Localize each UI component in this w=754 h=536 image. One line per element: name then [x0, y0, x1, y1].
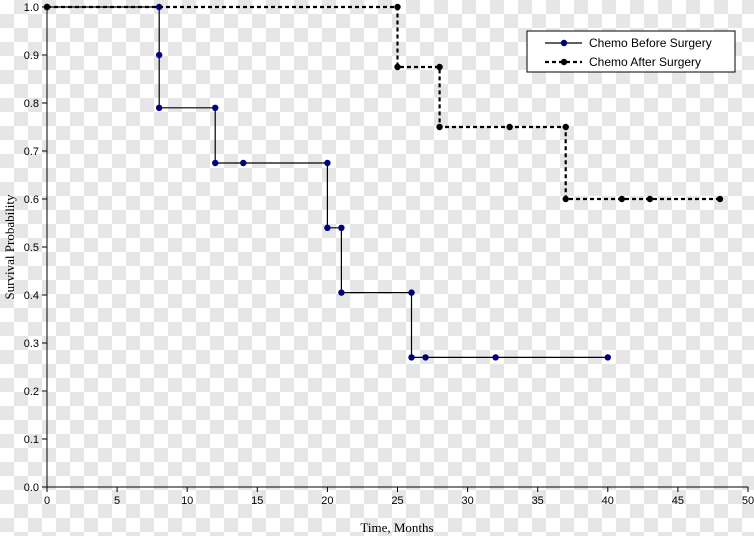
series-0 — [43, 3, 611, 361]
axes — [46, 7, 748, 488]
y-tick-label: 1.0 — [24, 2, 39, 14]
x-tick-label: 50 — [742, 495, 754, 507]
legend-marker-after — [560, 58, 568, 66]
data-point — [506, 123, 513, 131]
data-point — [562, 195, 569, 203]
data-point — [618, 195, 626, 203]
y-tick-label: 0.2 — [24, 386, 39, 398]
legend-box — [526, 30, 736, 73]
data-point — [716, 195, 724, 203]
data-point — [562, 123, 569, 131]
series-1 — [43, 3, 724, 203]
data-point — [394, 3, 401, 11]
x-tick-label: 25 — [391, 495, 403, 507]
data-point — [155, 51, 163, 59]
y-tick-label: 0.3 — [24, 338, 39, 350]
legend-marker-before — [560, 39, 568, 47]
axis-ticks: 0 5 10 15 20 25 30 35 40 45 50 0.0 0.1 0.2 0.3 0.4 0.5 0.… — [24, 2, 754, 507]
data-point — [338, 224, 345, 231]
data-point — [604, 354, 611, 361]
data-point — [408, 289, 415, 296]
data-point — [436, 63, 443, 71]
data-point — [240, 159, 247, 167]
data-point — [324, 224, 331, 231]
x-tick-label: 30 — [461, 495, 473, 507]
y-tick-label: 0.6 — [24, 194, 39, 206]
y-tick-label: 0.1 — [24, 434, 39, 446]
data-point — [646, 195, 654, 203]
x-tick-label: 0 — [44, 495, 50, 507]
data-point — [212, 159, 219, 167]
x-tick-label: 10 — [181, 495, 193, 507]
y-tick-label: 0.7 — [24, 146, 39, 158]
x-tick-label: 40 — [602, 495, 614, 507]
y-tick-label: 0.4 — [24, 290, 39, 302]
y-axis-title: Survival Probability — [2, 194, 17, 300]
legend-label-after: Chemo After Surgery — [589, 55, 701, 69]
legend: Chemo Before Surgery Chemo After Surgery — [526, 30, 736, 73]
series-layer — [43, 3, 724, 361]
data-point — [338, 289, 345, 296]
y-tick-label: 0.8 — [24, 98, 39, 110]
data-point — [324, 159, 331, 167]
y-tick-label: 0.5 — [24, 242, 39, 254]
data-point — [43, 3, 51, 11]
x-tick-label: 15 — [251, 495, 263, 507]
x-axis-title: Time, Months — [360, 520, 433, 535]
series-line — [47, 6, 608, 358]
legend-label-before: Chemo Before Surgery — [589, 36, 712, 50]
y-tick-label: 0.9 — [24, 50, 39, 62]
data-point — [436, 123, 443, 131]
data-point — [492, 354, 499, 361]
x-tick-label: 5 — [114, 495, 120, 507]
data-point — [155, 104, 163, 112]
y-tick-label: 0.0 — [24, 482, 39, 494]
data-point — [408, 354, 415, 361]
x-tick-label: 45 — [672, 495, 684, 507]
data-point — [212, 104, 219, 112]
x-tick-label: 35 — [532, 495, 544, 507]
data-point — [394, 63, 401, 71]
x-tick-label: 20 — [321, 495, 333, 507]
data-point — [422, 354, 429, 361]
